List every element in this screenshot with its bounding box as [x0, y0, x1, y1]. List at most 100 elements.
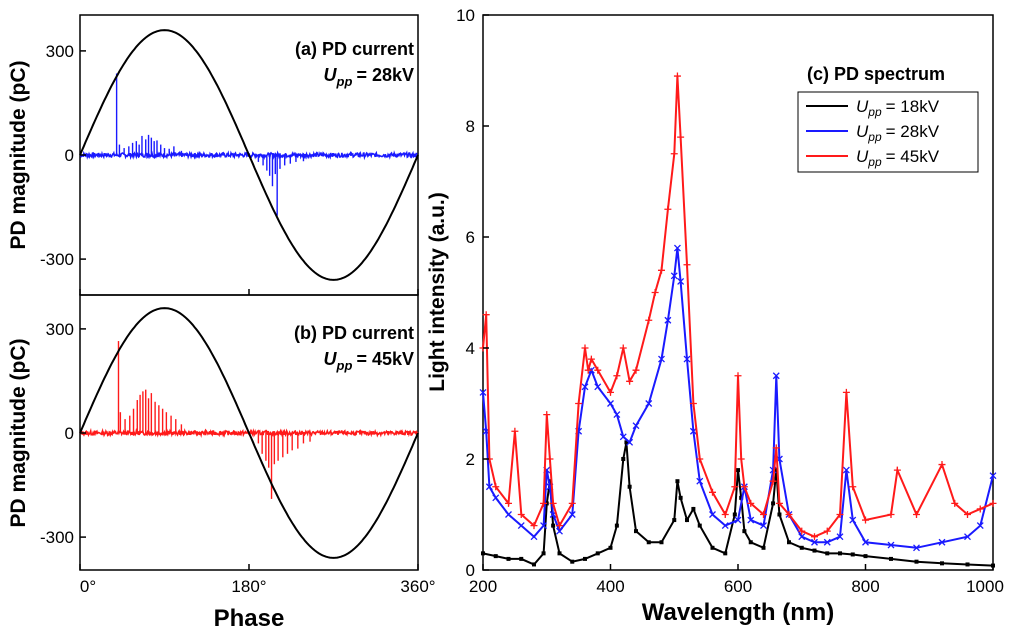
data-point [581, 383, 589, 391]
panel-b-ylabel: PD magnitude (pC) [7, 339, 30, 528]
data-point [670, 150, 678, 158]
panel-b-yticks: 300 0 -300 [40, 320, 86, 547]
data-point [581, 344, 589, 352]
data-point [785, 511, 793, 518]
panel-a-condition-sub: pp [336, 74, 353, 89]
data-point [556, 527, 563, 535]
data-point [594, 383, 602, 391]
data-point [607, 400, 614, 407]
data-point [511, 427, 519, 435]
legend-45kv-sub: pp [867, 155, 882, 169]
data-point [772, 444, 780, 452]
data-point [696, 477, 704, 485]
data-point [811, 538, 818, 546]
panel-c-series [479, 72, 997, 568]
data-point [965, 562, 970, 567]
data-point [913, 544, 920, 552]
legend-label-18kv: Upp = 18kV [856, 97, 940, 119]
panel-b-xlabel: Phase [214, 605, 285, 632]
data-point [734, 516, 742, 524]
data-point [799, 545, 804, 550]
data-point [506, 556, 511, 561]
panel-b-condition: Upp = 45kV [324, 349, 414, 373]
data-point [505, 499, 512, 507]
data-point [691, 506, 696, 511]
data-point [551, 523, 556, 528]
data-point [575, 400, 583, 407]
data-point [632, 366, 640, 374]
data-point [772, 372, 780, 380]
data-point [626, 377, 634, 385]
data-point [677, 133, 685, 141]
data-point [505, 511, 512, 518]
data-point [748, 540, 753, 545]
data-point [709, 511, 716, 518]
panel-b-xtick-label: 360° [400, 577, 435, 596]
panel-b-xticks: 0° 180° 360° [79, 564, 436, 596]
data-point [747, 499, 755, 507]
data-point [721, 511, 729, 518]
data-point [621, 457, 626, 461]
data-point [517, 511, 525, 518]
data-point [584, 366, 592, 374]
data-point [546, 455, 554, 463]
legend-45kv-var: U [856, 147, 869, 166]
data-point [976, 522, 984, 530]
panel-a-ytick-label: 300 [46, 42, 74, 61]
data-point [836, 511, 844, 518]
data-point [519, 556, 524, 561]
data-point [634, 529, 638, 534]
data-point [613, 372, 621, 380]
panel-c-xtick-label: 800 [851, 577, 879, 596]
panel-b-ytick-label: 0 [65, 424, 74, 443]
data-point [541, 551, 546, 556]
data-point [607, 388, 614, 396]
data-point [624, 440, 629, 445]
data-point [798, 533, 806, 541]
series-line-18kv [482, 442, 994, 567]
panel-c-xticks: 200 400 600 800 1000 [469, 564, 1004, 596]
panel-a-condition-value: = 28kV [356, 65, 414, 85]
data-point [685, 518, 689, 523]
data-point [777, 512, 782, 517]
data-point [976, 505, 984, 513]
data-point [664, 316, 672, 324]
data-point [989, 499, 997, 507]
panel-a-ytick-label: -300 [40, 250, 74, 269]
panel-c-title: (c) PD spectrum [807, 64, 945, 84]
data-point [672, 518, 677, 523]
data-point [739, 495, 744, 500]
panel-a-title: (a) PD current [295, 39, 414, 59]
panel-a: 300 0 -300 (a) PD current Upp = 28kV [40, 14, 419, 296]
panel-b-condition-var: U [324, 349, 338, 369]
data-point [769, 477, 777, 485]
data-point [740, 483, 748, 491]
data-point [913, 511, 920, 518]
panel-b: 300 0 -300 0° 180° 360° (b) PD current Upp = … [40, 294, 436, 632]
data-point [540, 499, 548, 507]
data-point [619, 344, 627, 352]
panel-c-xtick-label: 400 [596, 577, 624, 596]
data-point [887, 511, 895, 518]
data-point [626, 438, 634, 446]
data-point [849, 483, 857, 491]
data-point [836, 533, 844, 541]
data-point [595, 551, 600, 556]
legend-label-45kv: Upp = 45kV [856, 147, 940, 169]
data-point [889, 556, 893, 561]
series-line-28kv [482, 247, 994, 549]
data-point [492, 483, 500, 491]
data-point [556, 522, 563, 530]
data-point [677, 277, 685, 285]
data-point [964, 511, 971, 518]
data-point [493, 554, 498, 559]
data-point [812, 548, 817, 553]
data-point [673, 244, 681, 252]
panel-c-xtick-label: 1000 [966, 577, 1004, 596]
data-point [532, 562, 536, 567]
panel-b-title: (b) PD current [294, 323, 414, 343]
data-point [540, 522, 548, 530]
data-point [723, 551, 728, 556]
data-point [710, 545, 715, 550]
